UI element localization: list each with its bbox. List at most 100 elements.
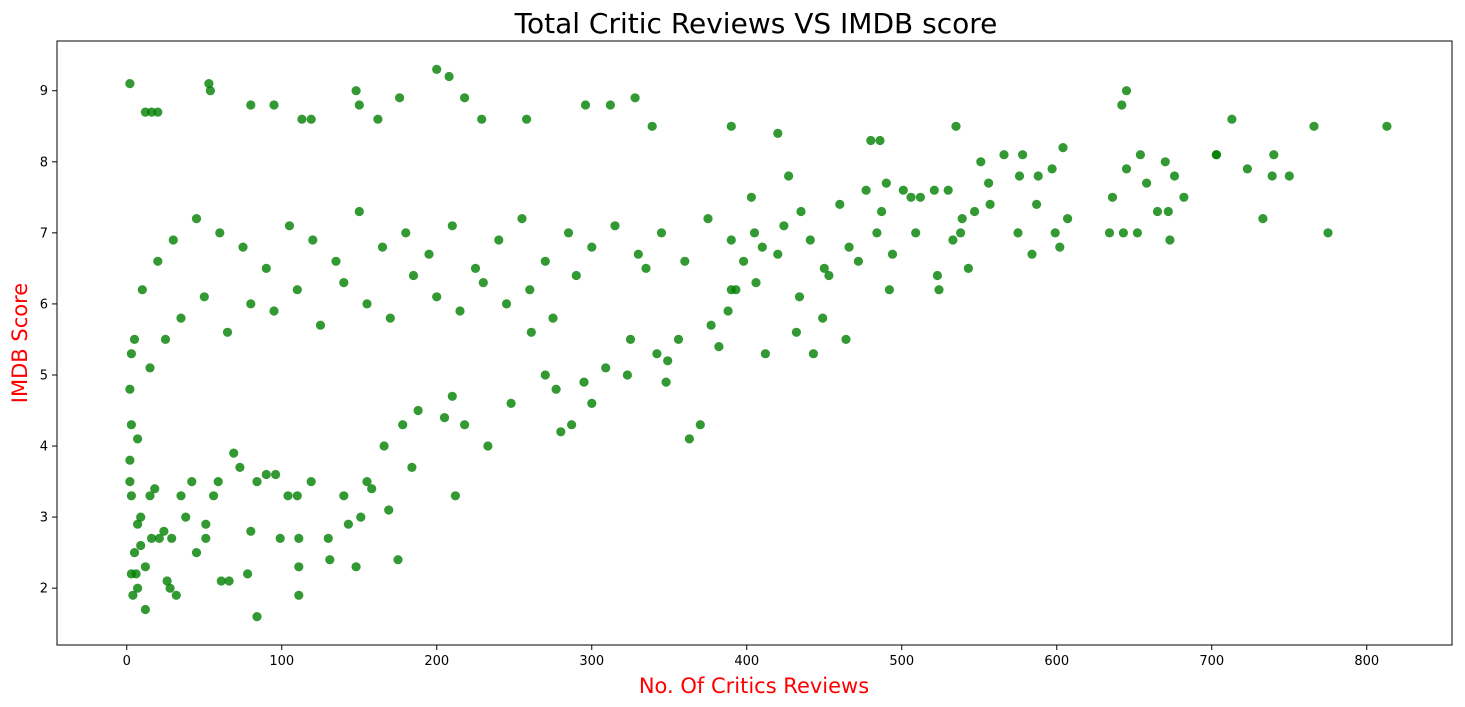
- data-point: [970, 206, 980, 217]
- data-point: [424, 249, 434, 259]
- data-point: [294, 533, 304, 544]
- data-point: [460, 420, 470, 430]
- data-point: [673, 334, 684, 344]
- data-point: [167, 533, 177, 544]
- x-tick-label: 400: [734, 654, 759, 669]
- data-point: [1152, 206, 1163, 217]
- data-point: [153, 256, 163, 266]
- data-point: [133, 583, 143, 593]
- data-point: [1165, 235, 1175, 245]
- data-point: [213, 477, 223, 487]
- data-point: [915, 192, 926, 202]
- data-point: [284, 221, 295, 231]
- data-point: [379, 441, 389, 451]
- x-tick-label: 200: [424, 654, 449, 669]
- data-point: [275, 533, 285, 544]
- data-point: [171, 590, 181, 600]
- data-point: [866, 135, 876, 146]
- data-point: [209, 491, 219, 501]
- data-point: [841, 334, 851, 344]
- data-point: [191, 548, 202, 558]
- data-point: [1013, 228, 1023, 238]
- data-point: [622, 370, 633, 380]
- data-point: [162, 576, 172, 586]
- data-point: [773, 249, 783, 259]
- scatter-points: [125, 64, 1392, 622]
- data-point: [1104, 228, 1115, 238]
- data-point: [1267, 171, 1277, 181]
- data-point: [306, 114, 316, 124]
- data-point: [587, 398, 597, 408]
- data-point: [126, 349, 136, 359]
- data-point: [1117, 100, 1127, 110]
- data-point: [791, 327, 802, 337]
- data-point: [1121, 86, 1132, 96]
- data-point: [243, 569, 253, 579]
- data-point: [999, 150, 1009, 160]
- y-tick-label: 8: [40, 155, 48, 170]
- data-point: [447, 221, 457, 231]
- data-point: [385, 313, 395, 323]
- data-point: [579, 377, 589, 387]
- data-point: [943, 185, 953, 195]
- data-point: [877, 206, 887, 217]
- data-point: [1033, 171, 1043, 181]
- data-point: [540, 370, 550, 380]
- data-point: [580, 100, 591, 110]
- data-point: [749, 228, 760, 238]
- data-point: [201, 519, 211, 529]
- data-point: [294, 562, 304, 572]
- data-point: [444, 71, 454, 82]
- data-point: [779, 221, 789, 231]
- data-point: [652, 349, 662, 359]
- data-point: [884, 285, 895, 295]
- data-point: [294, 590, 304, 600]
- data-point: [292, 285, 302, 295]
- data-point: [605, 100, 616, 110]
- data-point: [215, 228, 225, 238]
- data-point: [362, 299, 372, 309]
- data-point: [125, 384, 135, 394]
- data-point: [929, 185, 939, 195]
- data-point: [450, 491, 460, 501]
- data-point: [395, 93, 405, 103]
- data-point: [1169, 171, 1180, 181]
- data-point: [808, 349, 819, 359]
- data-point: [246, 299, 256, 309]
- data-point: [133, 519, 143, 529]
- data-point: [351, 86, 361, 96]
- data-point: [140, 562, 150, 572]
- data-point: [726, 285, 736, 295]
- data-point: [517, 214, 527, 224]
- data-point: [898, 185, 908, 195]
- data-point: [984, 178, 994, 188]
- y-axis-label: IMDB Score: [8, 283, 32, 403]
- data-point: [872, 228, 882, 238]
- data-point: [911, 228, 921, 238]
- data-point: [323, 533, 333, 544]
- data-point: [1050, 228, 1060, 238]
- data-point: [377, 242, 388, 252]
- data-point: [136, 512, 146, 522]
- data-point: [408, 270, 419, 281]
- y-tick-label: 2: [40, 582, 48, 597]
- data-point: [460, 93, 470, 103]
- data-point: [663, 356, 673, 366]
- data-point: [726, 121, 736, 131]
- data-point: [306, 477, 316, 487]
- data-point: [656, 228, 667, 238]
- data-point: [680, 256, 690, 266]
- data-point: [129, 334, 140, 344]
- data-point: [246, 526, 256, 536]
- data-point: [1382, 121, 1392, 131]
- data-point: [796, 206, 806, 217]
- x-tick-label: 300: [579, 654, 604, 669]
- data-point: [695, 420, 705, 430]
- data-point: [308, 235, 318, 245]
- data-point: [881, 178, 891, 188]
- data-point: [455, 306, 465, 316]
- data-point: [238, 242, 248, 252]
- data-point: [222, 327, 233, 337]
- data-point: [633, 249, 643, 259]
- x-tick-label: 600: [1044, 654, 1069, 669]
